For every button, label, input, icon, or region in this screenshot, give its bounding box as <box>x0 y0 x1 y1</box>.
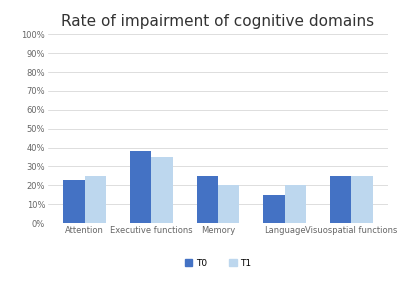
Legend: T0, T1: T0, T1 <box>181 255 255 271</box>
Bar <box>285 185 306 223</box>
Bar <box>218 185 239 223</box>
Bar <box>130 151 151 223</box>
Bar <box>197 176 218 223</box>
Bar <box>85 176 106 223</box>
Bar <box>63 180 85 223</box>
Bar <box>151 157 173 223</box>
Bar <box>263 195 285 223</box>
Title: Rate of impairment of cognitive domains: Rate of impairment of cognitive domains <box>62 14 374 29</box>
Bar <box>351 176 373 223</box>
Bar <box>330 176 351 223</box>
